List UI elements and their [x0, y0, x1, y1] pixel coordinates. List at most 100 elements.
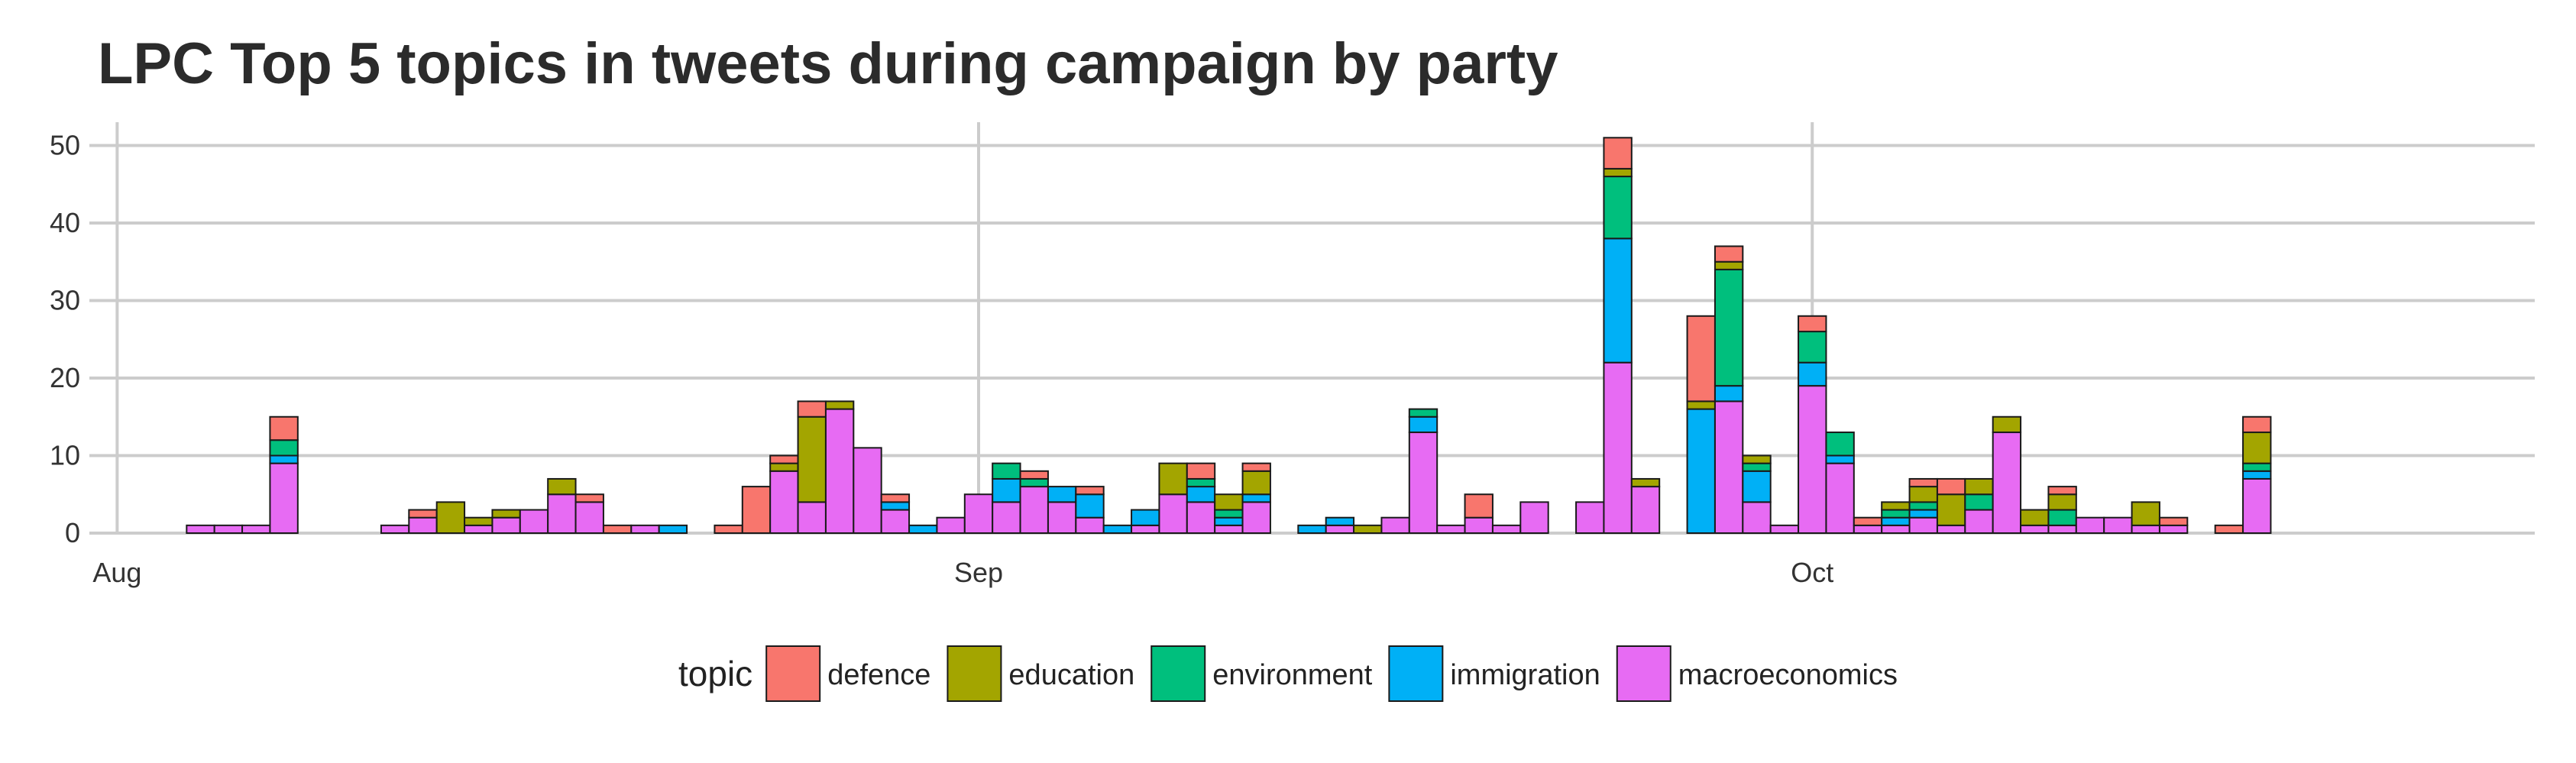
bar-segment-education	[547, 477, 577, 496]
bar-segment-environment	[1714, 268, 1744, 387]
bar-segment-immigration	[1325, 516, 1355, 526]
bar-segment-macroeconomics	[1519, 501, 1549, 535]
bar-segment-education	[1630, 477, 1661, 488]
bar-segment-immigration	[1881, 516, 1911, 526]
bar-segment-macroeconomics	[1908, 516, 1938, 535]
bar-segment-immigration	[1908, 509, 1938, 519]
bar-segment-environment	[1214, 509, 1244, 519]
bar-segment-macroeconomics	[241, 524, 271, 535]
bar-segment-environment	[1964, 493, 1994, 511]
bar-segment-macroeconomics	[1491, 524, 1522, 535]
bar-segment-education	[1158, 462, 1188, 496]
bar-segment-defence	[1186, 462, 1216, 480]
bar-segment-macroeconomics	[1380, 516, 1410, 535]
bar-segment-macroeconomics	[1158, 493, 1188, 535]
bar-segment-macroeconomics	[1769, 524, 1800, 535]
legend-swatch-environment	[1150, 645, 1206, 702]
bar-segment-immigration	[658, 524, 688, 535]
legend-label-environment: environment	[1212, 659, 1373, 691]
bar-segment-immigration	[1075, 493, 1105, 519]
bar-segment-immigration	[1102, 524, 1133, 535]
bar-segment-immigration	[2242, 470, 2272, 480]
chart-title: LPC Top 5 topics in tweets during campai…	[98, 31, 1558, 96]
bar-segment-defence	[741, 486, 772, 535]
bar-segment-defence	[1019, 470, 1049, 480]
bar-segment-education	[1881, 501, 1911, 511]
bar-segment-defence	[1853, 516, 1883, 526]
bar-segment-macroeconomics	[2131, 524, 2160, 535]
bar-segment-macroeconomics	[936, 516, 966, 535]
bar-segment-education	[491, 509, 521, 519]
bar-segment-macroeconomics	[992, 501, 1021, 535]
legend-swatch-education	[947, 645, 1002, 702]
bar-segment-education	[2131, 501, 2160, 526]
bar-segment-macroeconomics	[824, 408, 855, 534]
bar-segment-education	[435, 501, 466, 535]
bar-segment-macroeconomics	[1853, 524, 1883, 535]
bar-segment-defence	[1714, 245, 1744, 263]
bar-segment-education	[1241, 470, 1271, 496]
bar-segment-immigration	[269, 454, 299, 464]
bar-segment-immigration	[1047, 486, 1077, 503]
bar-segment-immigration	[1798, 361, 1827, 387]
bar-segment-macroeconomics	[630, 524, 660, 535]
bar-segment-immigration	[1714, 385, 1744, 403]
bar-segment-education	[1714, 260, 1744, 270]
bar-segment-defence	[1686, 315, 1716, 403]
bar-segment-immigration	[1408, 415, 1438, 434]
bar-segment-macroeconomics	[880, 509, 911, 535]
y-tick-label: 40	[50, 207, 80, 238]
bar-segment-education	[464, 516, 494, 526]
bar-segment-environment	[2242, 462, 2272, 472]
legend-label-education: education	[1008, 659, 1134, 691]
bar-segment-macroeconomics	[1464, 516, 1493, 535]
bar-segment-macroeconomics	[1075, 516, 1105, 535]
bar-segment-macroeconomics	[1214, 524, 1244, 535]
bar-segment-education	[1908, 486, 1938, 503]
bar-segment-macroeconomics	[2047, 524, 2077, 535]
bar-segment-environment	[1798, 331, 1827, 364]
bar-segment-macroeconomics	[380, 524, 410, 535]
x-tick-label: Oct	[1791, 557, 1833, 588]
bar-segment-immigration	[880, 501, 911, 511]
bar-segment-macroeconomics	[1603, 361, 1633, 535]
bar-segment-macroeconomics	[491, 516, 521, 535]
bar-segment-macroeconomics	[1575, 501, 1605, 535]
y-tick-label: 20	[50, 362, 80, 393]
bar-segment-immigration	[1186, 486, 1216, 503]
bar-segment-macroeconomics	[1936, 524, 1966, 535]
bar-segment-defence	[408, 509, 438, 519]
bar-segment-education	[1686, 400, 1716, 410]
bar-segment-defence	[602, 524, 633, 535]
bar-segment-immigration	[1131, 509, 1160, 526]
bar-segment-macroeconomics	[1825, 462, 1855, 534]
bar-segment-education	[1214, 493, 1244, 511]
bar-segment-macroeconomics	[1964, 509, 1994, 535]
bar-segment-environment	[1825, 432, 1855, 457]
bar-segment-education	[1936, 493, 1966, 526]
legend-swatch-defence	[765, 645, 821, 702]
bar-segment-immigration	[1686, 408, 1716, 534]
bar-segment-immigration	[1825, 454, 1855, 464]
bar-segment-defence	[880, 493, 911, 503]
bar-segment-macroeconomics	[963, 493, 994, 535]
bar-segment-macroeconomics	[2158, 524, 2189, 535]
x-tick-label: Aug	[92, 557, 141, 588]
bar-segment-macroeconomics	[213, 524, 244, 535]
grid-lines	[89, 122, 2535, 535]
bar-segment-defence	[1908, 477, 1938, 488]
bar-segment-education	[1742, 454, 1772, 464]
bar-segment-defence	[1241, 462, 1271, 472]
bar-segment-defence	[574, 493, 604, 503]
legend: topic defence education environment immigrat…	[678, 645, 1898, 702]
bar-segment-macroeconomics	[2020, 524, 2050, 535]
bar-segment-environment	[2047, 509, 2077, 526]
legend-label-defence: defence	[827, 659, 930, 691]
bar-segment-macroeconomics	[1241, 501, 1271, 535]
bar-segment-macroeconomics	[574, 501, 604, 535]
bar-segment-environment	[1881, 509, 1911, 519]
bar-segment-immigration	[1241, 493, 1271, 503]
bar-segment-macroeconomics	[519, 509, 549, 535]
bar-segment-macroeconomics	[1047, 501, 1077, 535]
bar-segment-immigration	[1742, 470, 1772, 503]
